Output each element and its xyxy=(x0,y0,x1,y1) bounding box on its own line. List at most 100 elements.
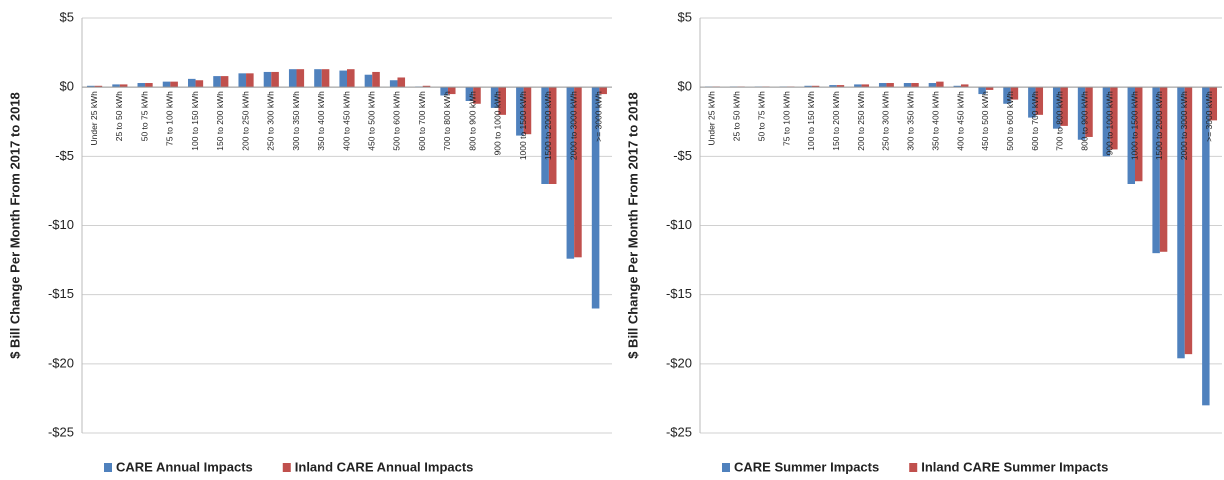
bar xyxy=(473,87,481,104)
x-tick-label: 100 to 150 kWh xyxy=(190,91,200,151)
bar xyxy=(162,81,171,88)
bar xyxy=(220,76,229,88)
legend-swatch xyxy=(282,463,291,472)
bar xyxy=(490,87,499,108)
bar xyxy=(854,84,862,88)
y-tick-label: -$15 xyxy=(666,286,692,301)
bar xyxy=(836,85,845,88)
x-tick-label: 450 to 500 kWh xyxy=(366,91,376,151)
bar xyxy=(928,83,937,88)
x-tick-label: 200 to 250 kWh xyxy=(856,91,866,151)
bar xyxy=(389,80,398,88)
y-tick-label: -$10 xyxy=(48,217,74,232)
bar xyxy=(296,69,305,88)
bar xyxy=(1003,87,1011,104)
bar xyxy=(886,83,894,88)
x-tick-label: 900 to 1000 kWh xyxy=(493,91,503,156)
x-tick-label: 300 to 350 kWh xyxy=(906,91,916,151)
x-tick-label: 250 to 300 kWh xyxy=(266,91,276,151)
x-tick-label: 75 to 100 kWh xyxy=(165,91,175,146)
x-tick-label: 250 to 300 kWh xyxy=(881,91,891,151)
bar xyxy=(936,81,944,88)
bar xyxy=(978,87,986,95)
x-tick-label: 450 to 500 kWh xyxy=(980,91,990,151)
bar xyxy=(246,73,254,88)
legend-swatch xyxy=(104,463,112,472)
x-tick-label: >= 3000 kWh xyxy=(1204,91,1214,142)
x-tick-label: 75 to 100 kWh xyxy=(781,91,791,146)
x-tick-label: 400 to 450 kWh xyxy=(341,91,351,151)
bar xyxy=(1010,87,1019,100)
bar xyxy=(548,87,557,184)
bar xyxy=(1135,87,1143,182)
bar xyxy=(516,87,524,136)
y-tick-label: -$15 xyxy=(48,286,74,301)
y-axis-label: $ Bill Change Per Month From 2017 to 201… xyxy=(7,92,22,359)
y-tick-label: -$10 xyxy=(666,217,692,232)
bar xyxy=(961,84,969,88)
bar xyxy=(1035,87,1044,115)
bar xyxy=(1177,87,1185,359)
x-tick-label: 500 to 600 kWh xyxy=(1005,91,1015,151)
x-tick-label: 500 to 600 kWh xyxy=(392,91,402,151)
legend-swatch xyxy=(909,463,918,472)
bar xyxy=(321,69,330,88)
x-tick-label: Under 25 kWh xyxy=(89,91,99,146)
bar xyxy=(440,87,448,96)
bar xyxy=(145,83,153,88)
x-tick-label: 600 to 700 kWh xyxy=(417,91,427,151)
bar xyxy=(314,69,322,88)
bar xyxy=(1028,87,1036,118)
x-tick-label: 1500 to 2000 kWh xyxy=(1154,91,1164,160)
bar xyxy=(911,83,919,88)
bar xyxy=(170,81,178,88)
bar xyxy=(574,87,582,258)
x-tick-label: 1000 to 1500 kWh xyxy=(518,91,528,160)
bar xyxy=(1159,87,1168,252)
y-tick-label: -$20 xyxy=(48,355,74,370)
x-tick-label: 150 to 200 kWh xyxy=(215,91,225,151)
bar xyxy=(1110,87,1118,150)
bar xyxy=(1152,87,1160,254)
x-tick-label: 800 to 900 kWh xyxy=(467,91,477,151)
bar xyxy=(878,83,887,88)
x-tick-label: 100 to 150 kWh xyxy=(806,91,816,151)
x-tick-label: 200 to 250 kWh xyxy=(240,91,250,151)
bar xyxy=(498,87,506,115)
legend-label: CARE Annual Impacts xyxy=(116,459,253,474)
bar xyxy=(985,87,994,90)
bar xyxy=(213,76,221,88)
bar xyxy=(422,85,431,88)
legend-label: Inland CARE Annual Impacts xyxy=(295,459,474,474)
x-tick-label: 900 to 1000 kWh xyxy=(1104,91,1114,156)
bar xyxy=(347,69,355,88)
x-tick-label: >= 3000 kWh xyxy=(594,91,604,142)
y-tick-label: $0 xyxy=(60,79,74,94)
bar xyxy=(599,87,607,95)
bar xyxy=(1085,87,1093,137)
x-tick-label: 350 to 400 kWh xyxy=(930,91,940,151)
bar xyxy=(137,83,146,88)
legend-label: CARE Summer Impacts xyxy=(734,459,879,474)
bar xyxy=(397,77,406,88)
bar xyxy=(1060,87,1068,126)
bar xyxy=(271,71,279,88)
bar xyxy=(523,87,532,135)
bar xyxy=(1202,87,1210,406)
x-tick-label: 800 to 900 kWh xyxy=(1080,91,1090,151)
bar xyxy=(1127,87,1135,184)
y-tick-label: $5 xyxy=(678,9,692,24)
bar xyxy=(1052,87,1061,129)
bar xyxy=(263,71,272,88)
y-tick-label: -$20 xyxy=(666,355,692,370)
bar xyxy=(288,69,297,88)
bar xyxy=(591,87,600,309)
y-tick-label: -$5 xyxy=(673,148,692,163)
bar xyxy=(903,83,912,88)
x-tick-label: 50 to 75 kWh xyxy=(756,91,766,141)
bar xyxy=(339,70,347,88)
legend-label: Inland CARE Summer Impacts xyxy=(921,459,1108,474)
x-tick-label: 2000 to 3000 kWh xyxy=(568,91,578,160)
x-tick-label: 1500 to 2000 kWh xyxy=(543,91,553,160)
